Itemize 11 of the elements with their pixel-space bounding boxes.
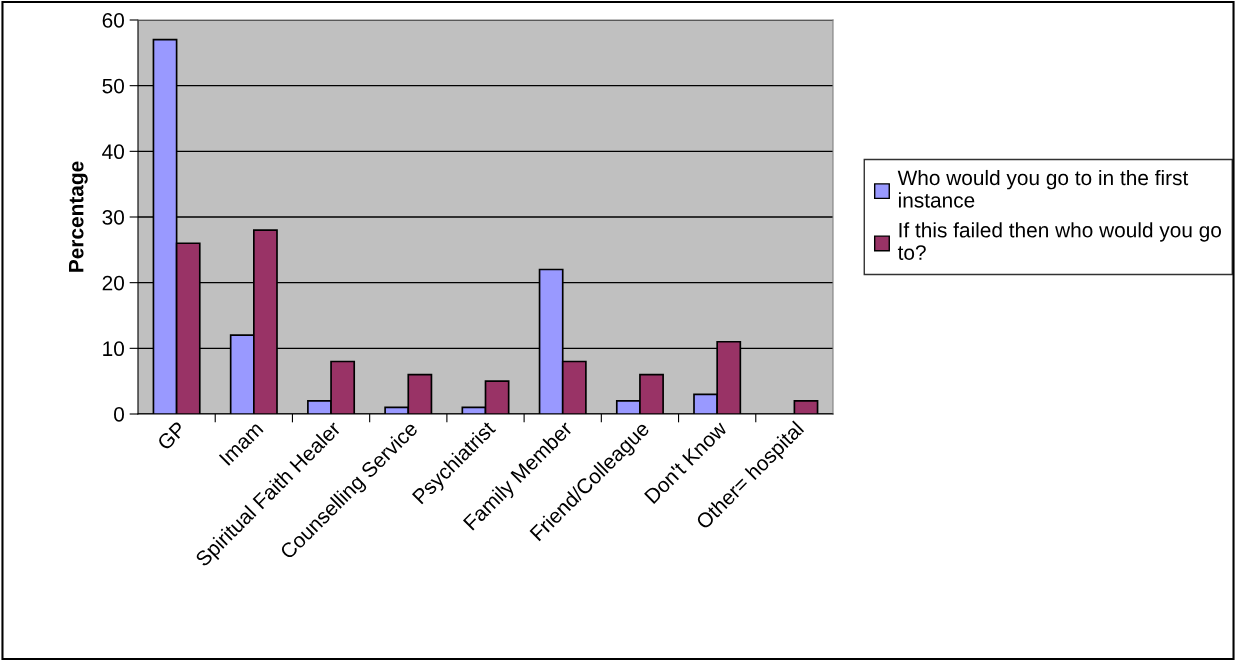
y-tick-label: 10 (103, 341, 124, 357)
legend-label: Who would you go to in the first instance (897, 169, 1189, 208)
y-tick-label: 40 (102, 144, 124, 160)
y-tick-label: 0 (114, 407, 124, 422)
x-tick-label: GP (156, 420, 187, 451)
y-axis-title: Percentage (69, 161, 88, 272)
y-tick-label: 60 (102, 13, 124, 28)
y-tick-label: 30 (102, 210, 124, 225)
y-tick-label: 20 (102, 275, 124, 291)
y-tick-label: 50 (102, 78, 124, 94)
legend-label: If this failed then who would you go to? (897, 222, 1222, 260)
